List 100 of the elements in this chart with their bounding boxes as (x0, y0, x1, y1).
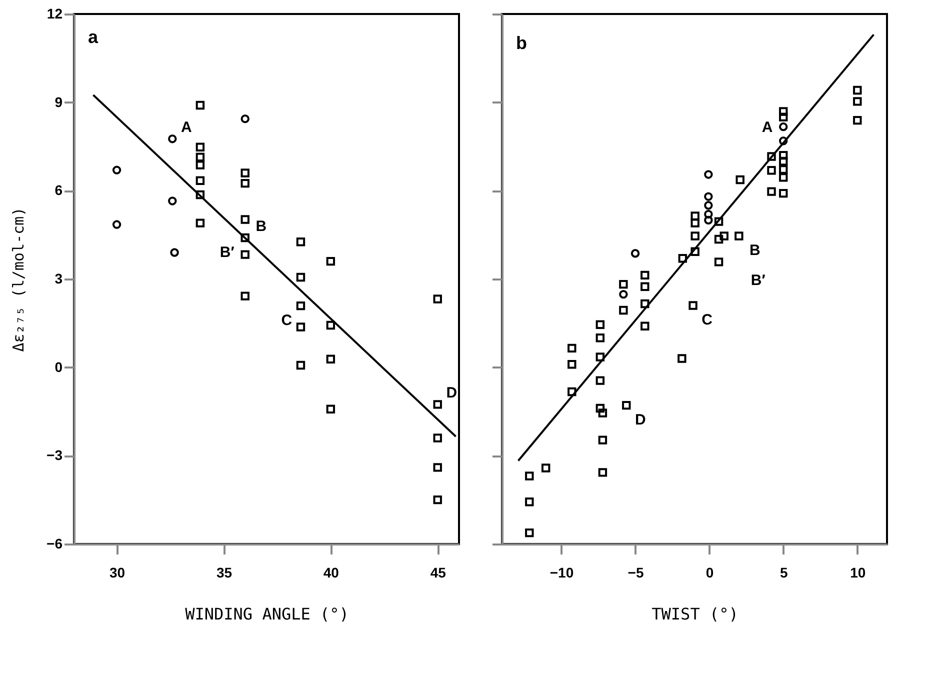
point (196, 176, 205, 186)
point (690, 212, 700, 220)
x-tick-label: 0 (706, 564, 714, 580)
point (525, 498, 534, 506)
point (640, 270, 650, 280)
point (240, 168, 250, 178)
point (196, 152, 205, 162)
point (690, 218, 700, 228)
point (778, 165, 788, 174)
point (596, 376, 605, 385)
point (240, 215, 250, 224)
point (704, 170, 713, 179)
point (678, 254, 688, 263)
y-tick-label: 0 (54, 358, 63, 375)
point (714, 258, 724, 266)
point (568, 344, 576, 353)
point (767, 166, 776, 175)
point (853, 97, 862, 106)
point (853, 86, 862, 95)
annotation: C (281, 312, 292, 329)
point (525, 528, 534, 538)
point (714, 217, 724, 226)
point (767, 152, 776, 161)
point (240, 250, 250, 259)
point (736, 175, 744, 184)
y-tick-label: 9 (54, 94, 63, 110)
point (168, 196, 177, 206)
y-tick-label: −6 (46, 536, 63, 552)
point (596, 404, 605, 413)
point (704, 210, 713, 219)
point (690, 232, 700, 240)
point (596, 352, 605, 362)
x-tick-label: −5 (628, 564, 644, 580)
point (433, 294, 442, 304)
point (196, 218, 205, 228)
point (778, 150, 788, 160)
point (778, 173, 788, 182)
point (240, 178, 250, 188)
point (778, 156, 788, 166)
point (853, 116, 862, 125)
point (168, 134, 177, 144)
point (704, 201, 713, 210)
point (596, 320, 605, 329)
y-tick-label: 12 (46, 6, 63, 22)
point (690, 247, 700, 256)
point (296, 301, 306, 310)
text: a (88, 27, 99, 47)
point (619, 290, 628, 299)
annotation: D (634, 411, 646, 428)
point (778, 107, 788, 116)
point (734, 232, 744, 240)
x-axis-title: WINDING ANGLE (°) (185, 604, 349, 624)
point (240, 292, 250, 300)
point (296, 238, 306, 246)
point (778, 112, 788, 122)
point (196, 160, 205, 170)
y-axis-title: Δε₂₇₅ (l/mol-cm) (10, 207, 28, 352)
point (296, 322, 306, 332)
point (778, 136, 788, 146)
annotation: B′ (750, 272, 766, 290)
point (196, 142, 205, 152)
point (720, 232, 728, 240)
point (112, 166, 122, 174)
point (296, 272, 306, 282)
point (778, 188, 788, 198)
point (678, 354, 686, 363)
point (240, 233, 250, 242)
y-tick-label: 3 (54, 270, 63, 286)
point (640, 322, 650, 330)
point (598, 408, 608, 418)
point (640, 282, 650, 292)
annotation: A (180, 118, 192, 136)
annotation: B (750, 242, 760, 260)
point (433, 434, 442, 442)
x-tick-label: 40 (323, 564, 340, 580)
point (622, 400, 631, 410)
point (630, 249, 640, 258)
point (704, 216, 713, 224)
point (525, 472, 534, 480)
point (568, 387, 576, 396)
point (541, 464, 550, 472)
point (196, 100, 205, 110)
y-tick-label: −3 (46, 447, 63, 464)
point (112, 220, 122, 229)
point (640, 299, 650, 308)
point (619, 306, 628, 315)
point (598, 468, 608, 477)
annotation: D (446, 384, 458, 402)
point (170, 248, 179, 257)
annotation: B′ (220, 244, 235, 261)
point (704, 192, 713, 201)
point (619, 280, 628, 289)
text: b (516, 33, 527, 53)
point (326, 404, 336, 414)
point (767, 187, 776, 196)
x-axis-title: TWIST (°) (652, 604, 738, 624)
y-tick-label: 6 (54, 182, 63, 198)
annotation: B (256, 218, 267, 235)
point (196, 190, 205, 200)
point (688, 301, 698, 310)
